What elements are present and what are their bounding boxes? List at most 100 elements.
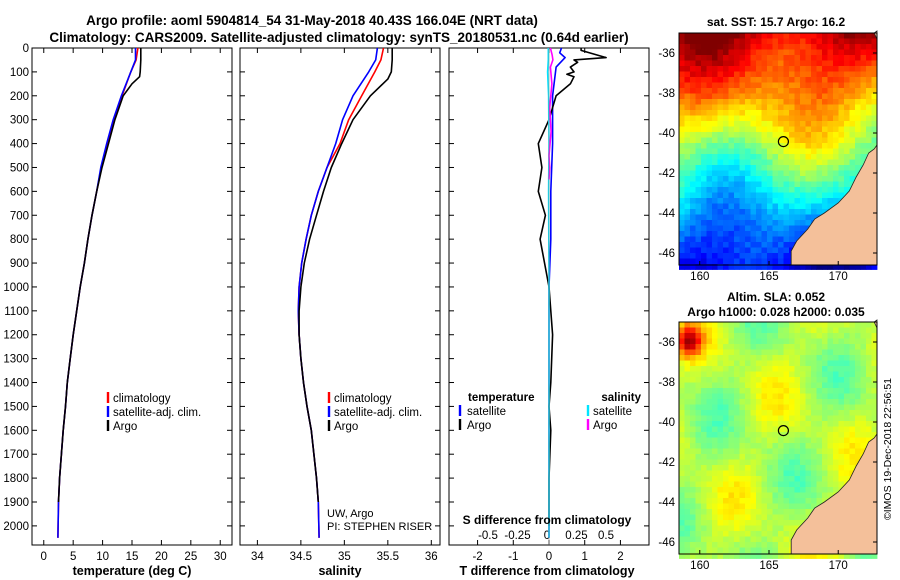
map-cell xyxy=(761,176,768,182)
map-cell xyxy=(701,360,707,367)
map-cell xyxy=(767,454,773,460)
map-cell xyxy=(800,327,806,334)
map-cell xyxy=(778,181,784,188)
map-cell xyxy=(833,366,839,372)
map-cell xyxy=(679,181,685,188)
map-cell xyxy=(717,333,724,339)
map-cell xyxy=(822,410,828,416)
map-cell xyxy=(701,399,707,405)
map-cell xyxy=(811,410,817,416)
map-cell xyxy=(690,214,696,221)
map-cell xyxy=(723,66,729,72)
sst-map-frame xyxy=(678,32,878,266)
map-cell xyxy=(778,247,784,254)
map-cell xyxy=(739,137,746,144)
map-cell xyxy=(728,426,735,433)
map-cell xyxy=(783,377,790,383)
map-cell xyxy=(811,399,817,405)
map-cell xyxy=(745,388,751,394)
map-cell xyxy=(789,198,795,204)
map-cell xyxy=(761,415,768,422)
map-cell xyxy=(778,88,784,94)
map-cell xyxy=(794,498,801,504)
map-cell xyxy=(750,492,757,499)
map-cell xyxy=(794,115,801,122)
map-cell xyxy=(816,360,823,367)
map-cell xyxy=(789,209,795,215)
map-cell xyxy=(855,137,861,144)
map-cell xyxy=(811,33,817,39)
map-cell xyxy=(701,322,707,328)
map-cell xyxy=(739,498,746,504)
map-cell xyxy=(811,371,817,378)
map-cell xyxy=(701,382,707,389)
legend-label: climatology xyxy=(113,393,171,405)
map-cell xyxy=(805,344,812,350)
map-cell xyxy=(800,509,806,515)
map-cell xyxy=(772,322,779,328)
map-cell xyxy=(794,121,801,127)
map-cell xyxy=(690,49,696,56)
map-cell xyxy=(822,553,828,559)
map-cell xyxy=(717,236,724,243)
map-cell xyxy=(860,132,867,138)
map-cell xyxy=(767,258,773,265)
map-cell xyxy=(695,415,702,422)
map-cell xyxy=(695,242,702,248)
map-cell xyxy=(756,465,762,471)
map-cell xyxy=(811,437,817,444)
map-cell xyxy=(761,203,768,210)
map-cell xyxy=(849,38,856,45)
map-cell xyxy=(789,509,795,515)
map-cell xyxy=(745,214,751,221)
map-cell xyxy=(679,231,685,237)
map-cell xyxy=(701,60,707,67)
map-cell xyxy=(739,360,746,367)
map-cell xyxy=(695,437,702,444)
map-cell xyxy=(750,514,757,521)
map-cell xyxy=(690,88,696,94)
map-cell xyxy=(844,393,850,400)
map-cell xyxy=(800,264,806,270)
map-cell xyxy=(838,421,845,427)
map-cell xyxy=(849,448,856,455)
map-cell xyxy=(739,214,746,221)
map-cell xyxy=(723,220,729,226)
map-cell xyxy=(690,421,696,427)
map-cell xyxy=(860,421,867,427)
map-cell xyxy=(871,88,878,94)
map-cell xyxy=(734,231,740,237)
map-cell xyxy=(745,220,751,226)
map-cell xyxy=(794,426,801,433)
map-cell xyxy=(772,231,779,237)
map-cell xyxy=(783,487,790,493)
map-cell xyxy=(761,366,768,372)
map-cell xyxy=(789,360,795,367)
map-cell xyxy=(822,159,828,166)
map-cell xyxy=(805,388,812,394)
map-cell xyxy=(816,437,823,444)
map-cell xyxy=(789,399,795,405)
map-cell xyxy=(783,115,790,122)
map-cell xyxy=(695,209,702,215)
map-cell xyxy=(794,104,801,111)
map-cell xyxy=(717,66,724,72)
map-cell xyxy=(849,60,856,67)
map-cell xyxy=(723,148,729,155)
map-cell xyxy=(723,520,729,526)
map-x-tick-label: 165 xyxy=(759,271,778,283)
map-cell xyxy=(860,327,867,334)
map-cell xyxy=(734,525,740,532)
map-cell xyxy=(734,209,740,215)
map-cell xyxy=(783,225,790,232)
map-cell xyxy=(723,187,729,193)
map-cell xyxy=(756,203,762,210)
map-cell xyxy=(860,60,867,67)
map-cell xyxy=(717,382,724,389)
map-cell xyxy=(679,93,685,100)
map-cell xyxy=(778,415,784,422)
map-cell xyxy=(800,132,806,138)
map-cell xyxy=(695,77,702,83)
map-cell xyxy=(822,487,828,493)
map-cell xyxy=(844,454,850,460)
